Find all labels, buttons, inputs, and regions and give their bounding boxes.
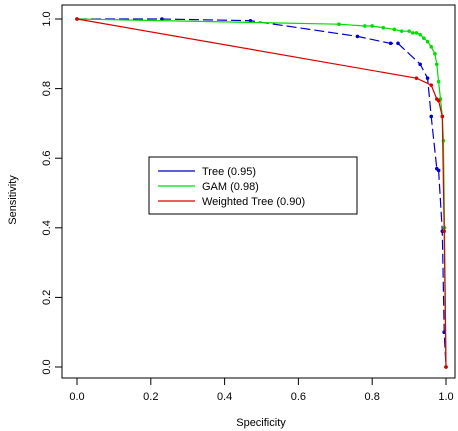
- series-point: [433, 52, 437, 56]
- legend-label-weighted-tree: Weighted Tree (0.90): [202, 196, 305, 208]
- legend-label-tree: Tree (0.95): [202, 166, 256, 178]
- y-tick-label: 0.8: [41, 81, 53, 96]
- series-point: [434, 62, 439, 67]
- series-point: [442, 229, 446, 234]
- series-point: [370, 24, 375, 28]
- legend: Tree (0.95) GAM (0.98) Weighted Tree (0.…: [148, 156, 358, 215]
- series-point: [399, 29, 404, 33]
- series-point: [418, 32, 422, 37]
- series-point: [444, 365, 448, 369]
- y-tick-label: 0.6: [41, 151, 53, 166]
- x-tick-label: 0.4: [217, 391, 232, 403]
- series-point: [396, 41, 400, 46]
- series-point: [425, 76, 430, 80]
- series-point: [436, 98, 441, 103]
- y-tick-label: 0.2: [41, 290, 53, 305]
- series-point: [440, 114, 445, 119]
- axes: 0.0 0.2 0.4 0.6 0.8 1.0 0.0 0.2 0.4 0.6 0.8 1.0: [41, 11, 454, 403]
- series-point: [75, 17, 79, 21]
- legend-label-gam: GAM (0.98): [202, 181, 259, 193]
- series-point: [436, 79, 441, 84]
- x-tick-label: 0.8: [365, 391, 380, 403]
- x-tick-label: 0.6: [291, 391, 306, 403]
- series-point: [248, 18, 253, 23]
- series-point: [392, 27, 397, 32]
- y-tick-label: 0.0: [41, 359, 53, 374]
- series-point: [422, 36, 426, 40]
- series-point: [410, 31, 415, 35]
- y-tick-label: 0.4: [41, 220, 53, 235]
- series-point: [429, 114, 434, 119]
- x-axis-label: Specificity: [236, 417, 286, 429]
- x-tick-label: 0.0: [69, 391, 84, 403]
- x-tick-label: 1.0: [438, 391, 453, 403]
- series-layer: [75, 17, 448, 369]
- y-axis-label: Sensitivity: [7, 175, 19, 225]
- series-2: [75, 17, 448, 369]
- series-point: [414, 76, 419, 80]
- series-point: [363, 24, 367, 28]
- x-tick-label: 0.2: [143, 391, 158, 403]
- series-point: [160, 17, 164, 21]
- series-point: [381, 25, 386, 30]
- series-point: [418, 62, 422, 67]
- series-point: [425, 39, 430, 44]
- series-point: [355, 34, 360, 39]
- series-point: [388, 41, 393, 46]
- series-point: [429, 45, 434, 49]
- series-point: [407, 29, 411, 33]
- series-point: [436, 168, 441, 173]
- series-point: [429, 83, 434, 87]
- series-line: [76, 18, 447, 368]
- y-tick-label: 1.0: [41, 11, 53, 26]
- series-point: [414, 31, 419, 35]
- series-point: [337, 22, 341, 27]
